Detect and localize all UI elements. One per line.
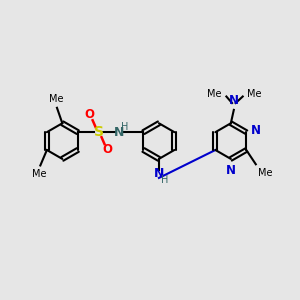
Text: N: N: [154, 167, 164, 180]
Text: N: N: [226, 164, 236, 177]
Text: O: O: [103, 143, 112, 156]
Text: N: N: [229, 94, 239, 107]
Text: Me: Me: [49, 94, 63, 104]
Text: N: N: [250, 124, 260, 137]
Text: H: H: [121, 122, 129, 131]
Text: S: S: [94, 125, 103, 139]
Text: Me: Me: [258, 168, 272, 178]
Text: H: H: [161, 175, 169, 185]
Text: Me: Me: [32, 169, 46, 179]
Text: O: O: [85, 108, 95, 121]
Text: Me: Me: [207, 89, 222, 99]
Text: Me: Me: [247, 89, 262, 99]
Text: N: N: [114, 126, 124, 139]
